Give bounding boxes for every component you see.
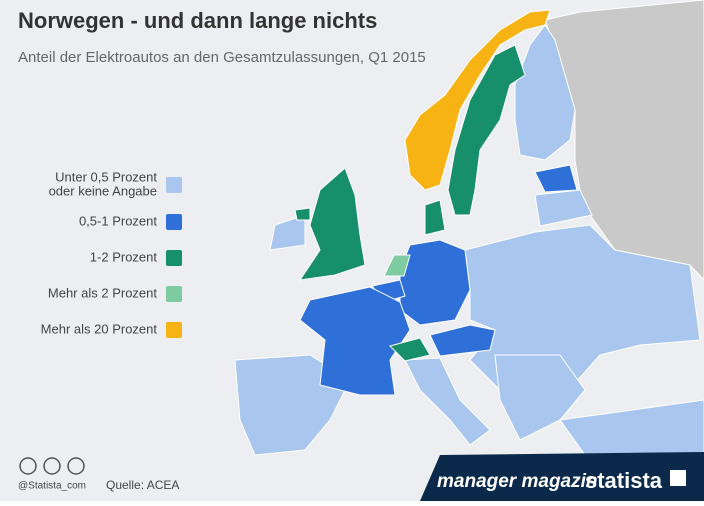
country bbox=[404, 9, 551, 191]
legend-swatch bbox=[166, 214, 182, 230]
legend-swatch bbox=[166, 286, 182, 302]
legend-swatch bbox=[166, 177, 182, 193]
legend-swatch bbox=[166, 322, 182, 338]
legend-label: Mehr als 20 Prozent bbox=[41, 321, 158, 336]
country bbox=[294, 207, 311, 221]
brand-icon bbox=[670, 470, 686, 486]
country bbox=[534, 189, 593, 227]
license-icons bbox=[19, 457, 85, 475]
country bbox=[298, 167, 366, 281]
country bbox=[514, 24, 576, 161]
country bbox=[269, 214, 306, 251]
title: Norwegen - und dann lange nichts bbox=[18, 8, 377, 33]
brand-logo: statista bbox=[585, 468, 663, 493]
partner-logo: manager magazin bbox=[437, 471, 598, 492]
handle: @Statista_com bbox=[18, 481, 86, 492]
country bbox=[404, 357, 491, 446]
legend-swatch bbox=[166, 250, 182, 266]
legend-label: 1-2 Prozent bbox=[90, 249, 158, 264]
country bbox=[389, 337, 431, 362]
country bbox=[383, 254, 411, 277]
legend-label: Unter 0,5 Prozent bbox=[55, 169, 157, 184]
legend-label: 0,5-1 Prozent bbox=[79, 213, 157, 228]
country bbox=[447, 44, 526, 216]
source: Quelle: ACEA bbox=[106, 478, 179, 492]
country bbox=[299, 286, 411, 396]
country bbox=[534, 164, 578, 193]
subtitle: Anteil der Elektroautos an den Gesamtzul… bbox=[18, 49, 426, 66]
footer-band bbox=[420, 452, 704, 501]
country bbox=[399, 239, 471, 326]
legend-label: oder keine Angabe bbox=[49, 183, 157, 198]
country bbox=[424, 199, 446, 236]
country bbox=[429, 324, 496, 357]
legend-label: Mehr als 2 Prozent bbox=[48, 285, 157, 300]
